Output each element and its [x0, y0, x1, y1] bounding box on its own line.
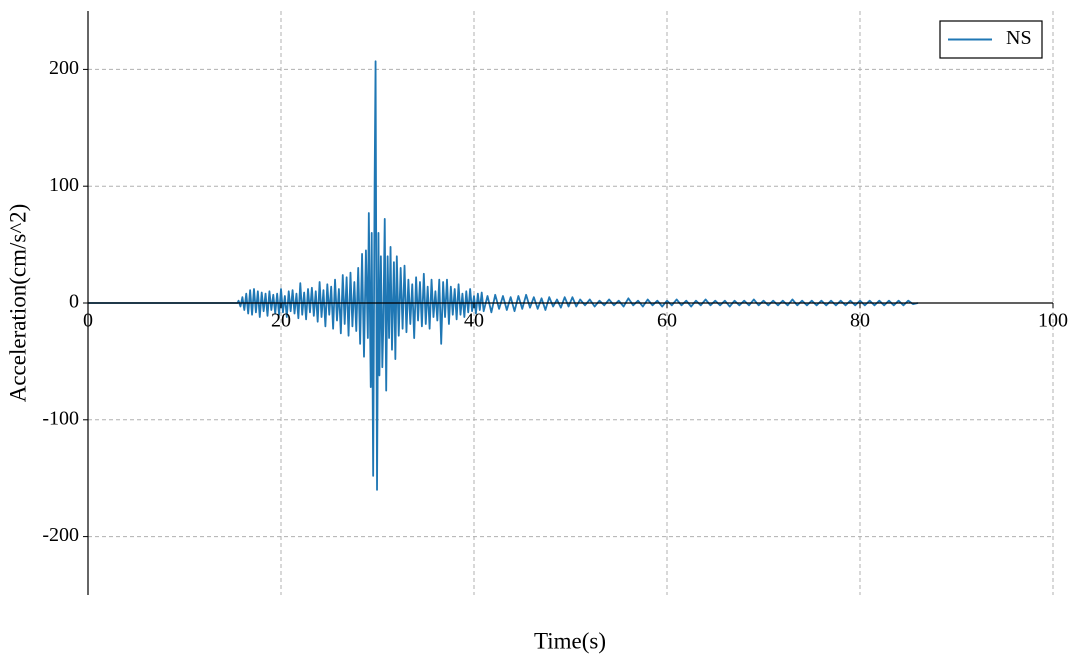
y-tick-label: 100 [49, 174, 79, 196]
x-tick-label: 60 [657, 310, 677, 332]
y-tick-label: -200 [42, 524, 79, 546]
x-tick-label: 80 [850, 310, 870, 332]
x-tick-label: 100 [1038, 310, 1068, 332]
y-axis-label: Acceleration(cm/s^2) [5, 204, 30, 403]
x-tick-label: 20 [271, 310, 291, 332]
plot [88, 60, 919, 491]
legend-label: NS [1006, 27, 1032, 49]
x-tick-label: 40 [464, 310, 484, 332]
x-axis-label: Time(s) [534, 628, 606, 653]
legend: NS [939, 20, 1043, 59]
y-tick-label: 0 [69, 291, 79, 313]
data-line [88, 60, 919, 491]
y-tick-label: 200 [49, 57, 79, 79]
y-tick-label: -100 [42, 407, 79, 429]
